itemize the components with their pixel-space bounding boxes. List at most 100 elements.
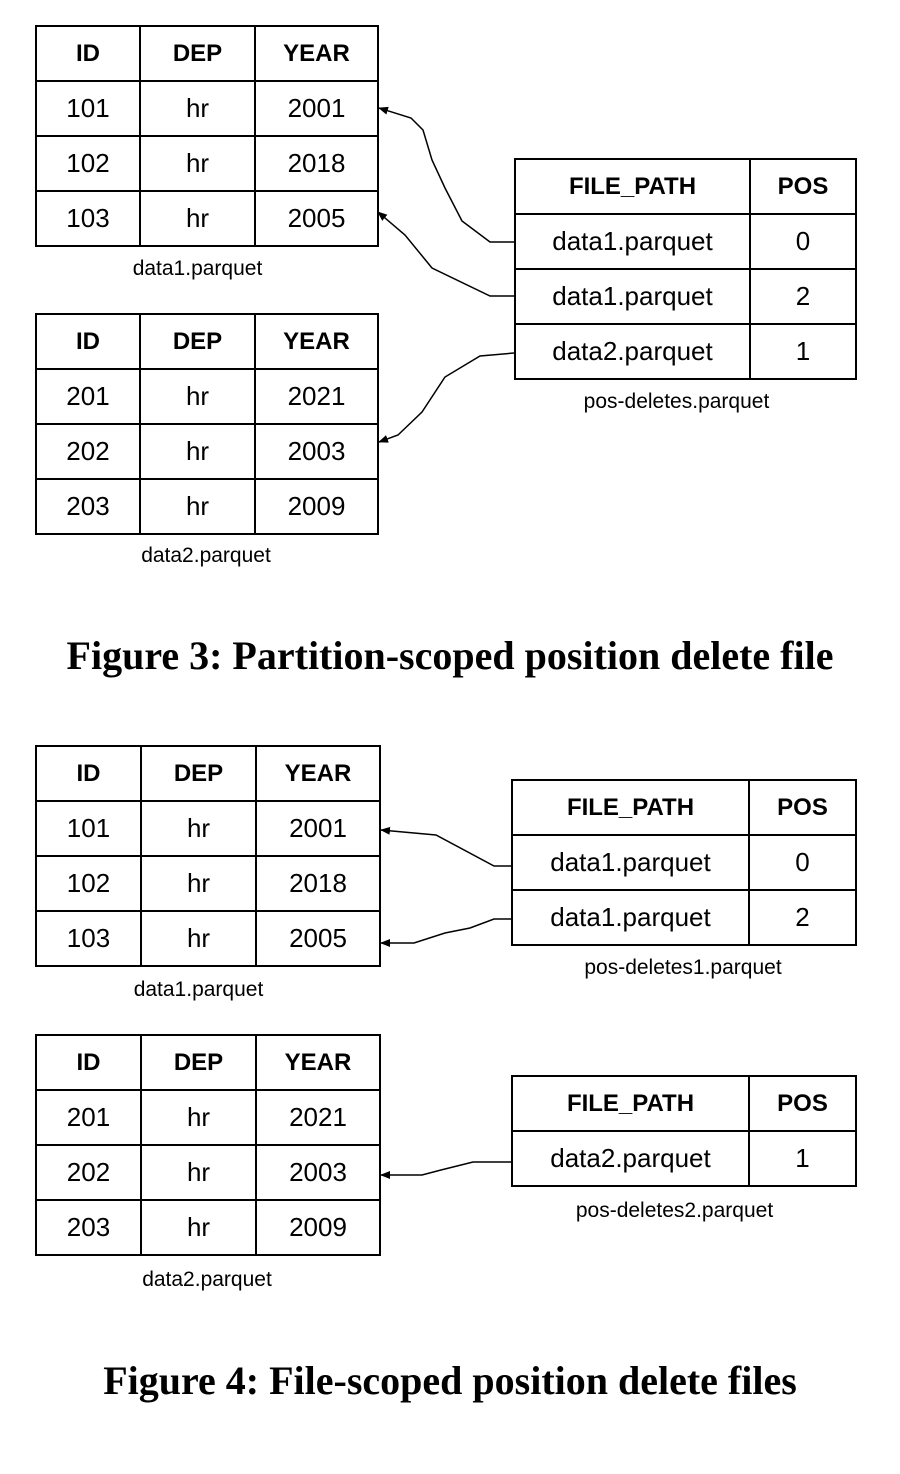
header-file-path: FILE_PATH: [511, 1075, 750, 1132]
cell-pos: 2: [749, 268, 857, 325]
fig4-arrow-to-2003: [380, 1161, 511, 1179]
cell-year: 2005: [254, 190, 379, 247]
table-row: 102 hr 2018: [35, 855, 381, 912]
fig4-arrow-row0-to-2001: [380, 826, 511, 867]
header-dep: DEP: [139, 25, 256, 82]
header-dep: DEP: [140, 745, 257, 802]
cell-dep: hr: [139, 478, 256, 535]
table-row: data1.parquet 0: [511, 834, 857, 891]
header-pos: POS: [749, 158, 857, 215]
fig3-arrow-row0-to-2001: [378, 106, 514, 243]
fig4-pos-deletes1-caption: pos-deletes1.parquet: [584, 956, 782, 979]
cell-id: 102: [35, 135, 141, 192]
cell-file-path: data1.parquet: [514, 213, 751, 270]
fig3-data1-caption: data1.parquet: [132, 257, 263, 280]
cell-id: 103: [35, 910, 142, 967]
cell-pos: 2: [748, 889, 857, 946]
cell-year: 2018: [254, 135, 379, 192]
cell-file-path: data1.parquet: [511, 889, 750, 946]
cell-dep: hr: [139, 423, 256, 480]
cell-dep: hr: [140, 910, 257, 967]
header-pos: POS: [748, 1075, 857, 1132]
table-row: 203 hr 2009: [35, 478, 379, 535]
fig4-pos-deletes2-caption: pos-deletes2.parquet: [575, 1199, 774, 1222]
cell-dep: hr: [139, 135, 256, 192]
header-year: YEAR: [255, 745, 381, 802]
cell-dep: hr: [140, 1144, 257, 1201]
cell-dep: hr: [140, 1199, 257, 1256]
cell-pos: 1: [748, 1130, 857, 1187]
fig4-data2-caption: data2.parquet: [142, 1268, 272, 1291]
cell-dep: hr: [139, 80, 256, 137]
cell-pos: 0: [749, 213, 857, 270]
fig4-data1-table: ID DEP YEAR 101 hr 2001 102 hr 2018 103 …: [35, 745, 381, 967]
cell-dep: hr: [139, 190, 256, 247]
header-year: YEAR: [254, 313, 379, 370]
header-file-path: FILE_PATH: [511, 779, 750, 836]
table-row: 102 hr 2018: [35, 135, 379, 192]
cell-year: 2021: [254, 368, 379, 425]
fig3-arrow-row2-to-2003: [378, 352, 515, 443]
header-dep: DEP: [139, 313, 256, 370]
header-id: ID: [35, 313, 141, 370]
table-row: data1.parquet 0: [514, 213, 857, 270]
cell-year: 2009: [254, 478, 379, 535]
cell-year: 2021: [255, 1089, 381, 1146]
fig3-arrow-row1-to-2005: [377, 211, 514, 297]
fig3-pos-deletes-table: FILE_PATH POS data1.parquet 0 data1.parq…: [514, 158, 857, 380]
cell-file-path: data1.parquet: [511, 834, 750, 891]
header-dep: DEP: [140, 1034, 257, 1091]
cell-file-path: data1.parquet: [514, 268, 751, 325]
cell-file-path: data2.parquet: [511, 1130, 750, 1187]
header-id: ID: [35, 1034, 142, 1091]
table-row: 201 hr 2021: [35, 1089, 381, 1146]
cell-id: 201: [35, 368, 141, 425]
cell-id: 101: [35, 80, 141, 137]
cell-pos: 0: [748, 834, 857, 891]
cell-dep: hr: [140, 855, 257, 912]
cell-dep: hr: [140, 1089, 257, 1146]
cell-dep: hr: [139, 368, 256, 425]
header-year: YEAR: [254, 25, 379, 82]
fig4-data2-table: ID DEP YEAR 201 hr 2021 202 hr 2003 203 …: [35, 1034, 381, 1256]
cell-id: 203: [35, 478, 141, 535]
cell-id: 201: [35, 1089, 142, 1146]
table-row: 103 hr 2005: [35, 910, 381, 967]
figure-4-title: Figure 4: File-scoped position delete fi…: [103, 1358, 797, 1403]
table-row: 202 hr 2003: [35, 423, 379, 480]
table-row: 101 hr 2001: [35, 800, 381, 857]
fig3-data2-table: ID DEP YEAR 201 hr 2021 202 hr 2003 203 …: [35, 313, 379, 535]
table-row: 103 hr 2005: [35, 190, 379, 247]
header-pos: POS: [748, 779, 857, 836]
cell-id: 202: [35, 423, 141, 480]
figure-3-title: Figure 3: Partition-scoped position dele…: [66, 633, 834, 678]
table-row: 202 hr 2003: [35, 1144, 381, 1201]
fig4-pos-deletes2-table: FILE_PATH POS data2.parquet 1: [511, 1075, 857, 1187]
table-row: 101 hr 2001: [35, 80, 379, 137]
fig3-data2-caption: data2.parquet: [141, 544, 271, 567]
cell-year: 2018: [255, 855, 381, 912]
cell-id: 101: [35, 800, 142, 857]
fig4-data1-caption: data1.parquet: [133, 978, 264, 1001]
fig3-data1-table: ID DEP YEAR 101 hr 2001 102 hr 2018 103 …: [35, 25, 379, 247]
cell-year: 2003: [254, 423, 379, 480]
cell-dep: hr: [140, 800, 257, 857]
cell-id: 203: [35, 1199, 142, 1256]
header-id: ID: [35, 25, 141, 82]
header-year: YEAR: [255, 1034, 381, 1091]
cell-year: 2001: [254, 80, 379, 137]
table-row: data2.parquet 1: [511, 1130, 857, 1187]
fig3-pos-deletes-caption: pos-deletes.parquet: [583, 390, 770, 413]
cell-id: 102: [35, 855, 142, 912]
header-id: ID: [35, 745, 142, 802]
cell-year: 2001: [255, 800, 381, 857]
table-row: 203 hr 2009: [35, 1199, 381, 1256]
table-row: 201 hr 2021: [35, 368, 379, 425]
cell-pos: 1: [749, 323, 857, 380]
cell-year: 2005: [255, 910, 381, 967]
cell-file-path: data2.parquet: [514, 323, 751, 380]
fig4-arrow-row1-to-2005: [380, 918, 511, 947]
cell-year: 2009: [255, 1199, 381, 1256]
cell-id: 103: [35, 190, 141, 247]
